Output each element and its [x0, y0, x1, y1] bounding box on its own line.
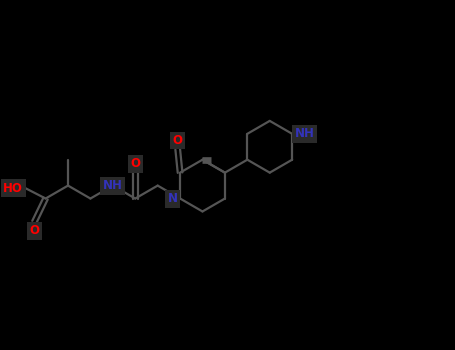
Text: O: O — [30, 224, 40, 237]
Text: NH: NH — [103, 179, 123, 192]
Text: O: O — [173, 134, 183, 147]
Text: NH: NH — [294, 127, 314, 140]
Text: O: O — [130, 157, 140, 170]
Text: HO: HO — [3, 182, 23, 195]
Text: N: N — [168, 192, 178, 205]
